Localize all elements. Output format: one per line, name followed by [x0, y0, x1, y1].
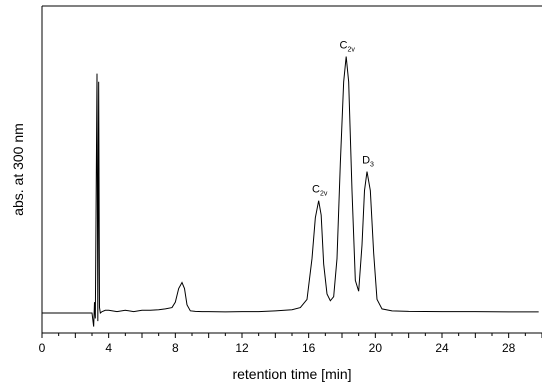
peak-label-subscript: 3	[370, 162, 374, 169]
peak-label: C2v	[339, 40, 355, 54]
peak-label-subscript: 2v	[347, 47, 355, 54]
peak-label-symbol: D	[362, 155, 370, 167]
peak-label: C2v	[312, 184, 328, 198]
axes	[41, 5, 542, 334]
x-tick-label: 0	[39, 341, 46, 355]
y-axis-title: abs. at 300 nm	[10, 123, 26, 216]
x-ticks: 0 4 8 12 16 20 24 28	[39, 333, 542, 355]
x-tick-label: 20	[369, 341, 383, 355]
x-tick-label: 24	[435, 341, 449, 355]
x-tick-label: 4	[105, 341, 112, 355]
x-tick-label: 8	[172, 341, 179, 355]
x-tick-label: 12	[235, 341, 249, 355]
x-axis-title: retention time [min]	[232, 366, 351, 382]
x-tick-label: 16	[302, 341, 316, 355]
chromatogram-line	[42, 56, 539, 327]
peak-label-symbol: C	[312, 184, 320, 196]
peak-label: D3	[362, 155, 374, 169]
x-tick-label: 28	[502, 341, 516, 355]
peak-label-subscript: 2v	[320, 191, 328, 198]
peak-label-symbol: C	[339, 40, 347, 52]
